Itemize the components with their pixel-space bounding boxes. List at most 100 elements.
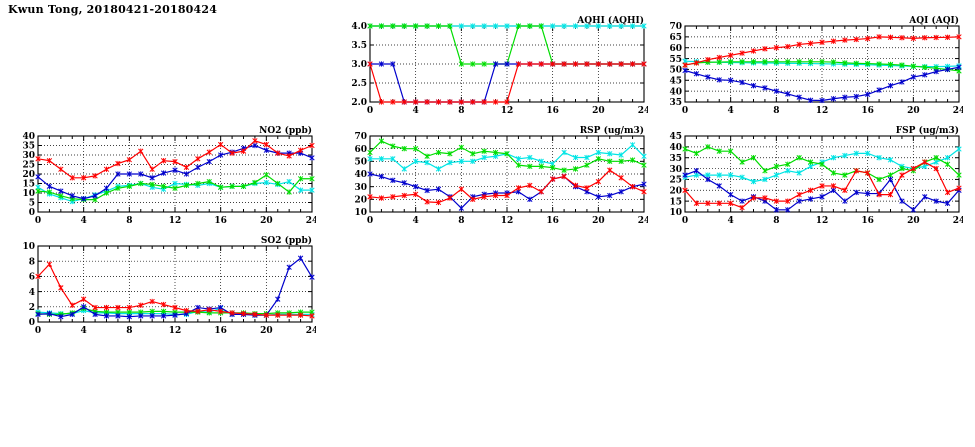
series-green: [35, 172, 315, 203]
svg-text:25: 25: [22, 161, 35, 171]
chart-svg-rsp: 10 20 30 40 50 60 70 0 4 8 12 16 20 24 RSP (ug/m3): [354, 125, 648, 226]
svg-text:0: 0: [35, 326, 41, 336]
svg-text:4: 4: [413, 106, 419, 116]
svg-text:20: 20: [354, 196, 367, 206]
svg-text:3.5: 3.5: [351, 41, 367, 51]
svg-text:2.0: 2.0: [351, 98, 367, 108]
svg-text:10: 10: [22, 189, 35, 199]
svg-text:4: 4: [728, 216, 734, 226]
svg-text:12: 12: [169, 326, 182, 336]
svg-text:20: 20: [22, 170, 35, 180]
svg-text:24: 24: [638, 106, 648, 116]
svg-text:5: 5: [29, 199, 35, 209]
chart-title-rsp: RSP (ug/m3): [580, 125, 644, 136]
svg-text:16: 16: [861, 106, 874, 116]
svg-text:24: 24: [953, 216, 963, 226]
svg-text:40: 40: [354, 170, 367, 180]
series-red: [35, 138, 315, 181]
svg-text:2: 2: [29, 303, 35, 313]
series-green: [682, 144, 962, 183]
series-red: [35, 261, 315, 319]
plot-frame: [369, 135, 645, 213]
svg-text:20: 20: [592, 216, 605, 226]
chart-panel-so2: 0 2 4 6 8 10 0 4 8 12 16 20 24 SO2 (ppb): [8, 234, 316, 342]
svg-text:0: 0: [29, 208, 35, 218]
page-title: Kwun Tong, 20180421-20180424: [8, 3, 218, 16]
svg-text:10: 10: [354, 208, 367, 218]
chart-panel-no2: 0 5 10 15 20 25 30 35 40 0 4 8 12 16 20 24 NO2 (ppb): [8, 124, 316, 232]
svg-text:8: 8: [126, 216, 132, 226]
chart-panel-aqhi: 2.0 2.5 3.0 3.5 4.0 0 4 8 12 16 20 24 AQHI (AQHI): [340, 14, 648, 122]
chart-title-so2: SO2 (ppb): [261, 235, 312, 246]
chart-panel-aqi: 35 40 45 50 55 60 65 70 0 4 8 12 16 20 24 AQI (AQI): [655, 14, 963, 122]
svg-text:20: 20: [907, 216, 920, 226]
series-red: [682, 34, 962, 68]
svg-text:12: 12: [501, 216, 514, 226]
svg-text:60: 60: [354, 145, 367, 155]
svg-text:30: 30: [669, 165, 682, 175]
chart-title-no2: NO2 (ppb): [259, 125, 312, 136]
svg-text:2.5: 2.5: [351, 79, 367, 89]
grid-lines: [370, 136, 644, 212]
series-cyan: [367, 142, 647, 172]
svg-text:70: 70: [354, 132, 367, 142]
series-blue: [682, 64, 962, 104]
svg-text:8: 8: [458, 106, 464, 116]
svg-text:40: 40: [669, 143, 682, 153]
svg-text:0: 0: [35, 216, 41, 226]
series-red: [682, 159, 962, 211]
series-red: [367, 167, 647, 206]
svg-text:3.0: 3.0: [351, 60, 367, 70]
svg-text:20: 20: [260, 326, 273, 336]
svg-text:30: 30: [354, 183, 367, 193]
chart-panel-rsp: 10 20 30 40 50 60 70 0 4 8 12 16 20 24 RSP (ug/m3): [340, 124, 648, 232]
svg-text:4: 4: [81, 216, 87, 226]
svg-text:25: 25: [669, 176, 682, 186]
series-green: [367, 138, 647, 173]
svg-text:6: 6: [29, 273, 35, 283]
svg-text:20: 20: [907, 106, 920, 116]
svg-text:35: 35: [22, 142, 35, 152]
svg-text:70: 70: [669, 22, 682, 32]
svg-text:15: 15: [669, 197, 682, 207]
svg-text:15: 15: [22, 180, 35, 190]
chart-title-aqhi: AQHI (AQHI): [576, 15, 644, 26]
svg-text:12: 12: [169, 216, 182, 226]
chart-panel-fsp: 10 15 20 25 30 35 40 45 0 4 8 12 16 20 24 FSP (ug/m3): [655, 124, 963, 232]
svg-text:8: 8: [773, 216, 779, 226]
svg-text:24: 24: [953, 106, 963, 116]
svg-text:24: 24: [638, 216, 648, 226]
svg-text:16: 16: [546, 106, 559, 116]
svg-text:16: 16: [214, 326, 227, 336]
svg-text:0: 0: [682, 106, 688, 116]
svg-text:24: 24: [306, 326, 316, 336]
svg-text:8: 8: [458, 216, 464, 226]
svg-text:0: 0: [29, 318, 35, 328]
svg-text:50: 50: [354, 158, 367, 168]
grid-lines: [685, 136, 959, 212]
svg-text:16: 16: [861, 216, 874, 226]
svg-text:50: 50: [669, 66, 682, 76]
chart-title-aqi: AQI (AQI): [908, 15, 959, 26]
svg-text:20: 20: [260, 216, 273, 226]
svg-text:30: 30: [22, 151, 35, 161]
svg-text:0: 0: [367, 216, 373, 226]
chart-svg-aqhi: 2.0 2.5 3.0 3.5 4.0 0 4 8 12 16 20 24 AQHI (AQHI): [351, 15, 648, 116]
svg-text:4: 4: [81, 326, 87, 336]
series-cyan: [35, 178, 315, 205]
svg-text:35: 35: [669, 154, 682, 164]
svg-text:16: 16: [214, 216, 227, 226]
svg-text:12: 12: [816, 106, 829, 116]
svg-text:40: 40: [669, 87, 682, 97]
svg-text:12: 12: [816, 216, 829, 226]
svg-text:8: 8: [773, 106, 779, 116]
svg-text:0: 0: [367, 106, 373, 116]
plot-frame: [684, 135, 960, 213]
svg-text:20: 20: [669, 186, 682, 196]
